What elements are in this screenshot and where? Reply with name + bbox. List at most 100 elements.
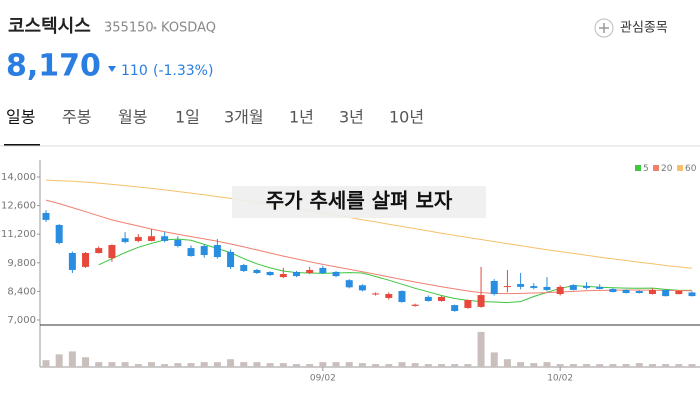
candle-body bbox=[319, 267, 327, 274]
candle-body bbox=[635, 290, 643, 294]
volume-bar bbox=[345, 362, 353, 367]
plus-circle bbox=[594, 18, 614, 38]
tab-bar: 일봉 주봉 월봉 1일 3개월 1년 3년 10년 bbox=[4, 108, 424, 146]
candle-body bbox=[213, 245, 221, 258]
volume-bar bbox=[688, 364, 696, 367]
change-rate: (-1.33%) bbox=[153, 63, 213, 79]
tab[interactable]: 월봉 bbox=[118, 108, 147, 127]
price: 8,170 bbox=[6, 49, 101, 84]
volume-bar bbox=[530, 363, 538, 367]
volume-bar bbox=[358, 363, 366, 367]
candle-body bbox=[648, 289, 656, 295]
candle-body bbox=[530, 286, 538, 288]
y-tick-label: 11,200 bbox=[1, 229, 36, 240]
volume-bar bbox=[240, 362, 248, 367]
watch-button[interactable]: 관심종목 bbox=[594, 18, 668, 38]
legend-swatch bbox=[635, 165, 641, 171]
volume-bar bbox=[424, 364, 432, 367]
tab[interactable]: 1년 bbox=[289, 108, 314, 127]
tab[interactable]: 1일 bbox=[175, 108, 200, 127]
volume-bar bbox=[42, 360, 50, 367]
candle-body bbox=[490, 280, 498, 295]
y-tick-label: 8,400 bbox=[7, 286, 36, 297]
candle-body bbox=[187, 248, 195, 257]
volume-bar bbox=[161, 364, 169, 367]
candle-body bbox=[108, 245, 116, 259]
candle-body bbox=[161, 236, 169, 241]
legend-swatch bbox=[677, 165, 683, 171]
tab[interactable]: 10년 bbox=[389, 108, 424, 127]
volume-bar bbox=[213, 362, 221, 367]
candle-body bbox=[134, 237, 142, 241]
volume-bar bbox=[451, 364, 459, 367]
market: KOSDAQ bbox=[161, 21, 216, 36]
y-tick-label: 12,600 bbox=[1, 201, 36, 212]
tab[interactable]: 일봉 bbox=[6, 108, 35, 127]
x-tick-label: 10/02 bbox=[547, 374, 573, 384]
tab-underline bbox=[4, 144, 40, 146]
legend-label: 20 bbox=[661, 164, 673, 174]
candle-body bbox=[82, 252, 90, 267]
candle-body bbox=[398, 290, 406, 303]
volume-bar bbox=[227, 359, 235, 367]
volume-bar bbox=[622, 364, 630, 367]
volume-bar bbox=[411, 363, 419, 367]
candle-body bbox=[240, 265, 248, 271]
volume-bar bbox=[477, 331, 485, 367]
volume-bar bbox=[200, 362, 208, 367]
candle-body bbox=[174, 239, 182, 247]
candle-body bbox=[266, 271, 274, 276]
volume-bar bbox=[648, 364, 656, 367]
volume-bar bbox=[556, 364, 564, 367]
candle-body bbox=[556, 286, 564, 295]
volume-bar bbox=[82, 357, 90, 367]
volume-bar bbox=[134, 364, 142, 367]
candle-body bbox=[372, 293, 380, 295]
candle-body bbox=[675, 290, 683, 295]
tab[interactable]: 주봉 bbox=[62, 108, 91, 127]
legend-swatch bbox=[653, 165, 659, 171]
candle-body bbox=[596, 286, 604, 289]
candle-body bbox=[543, 286, 551, 290]
candle-body bbox=[42, 212, 50, 220]
volume-bar bbox=[675, 364, 683, 367]
legend-label: 60 bbox=[685, 164, 697, 174]
volume-bar bbox=[319, 362, 327, 367]
candle-body bbox=[622, 289, 630, 294]
volume-bar bbox=[596, 364, 604, 367]
ma-line bbox=[98, 238, 692, 304]
candle-body bbox=[451, 305, 459, 312]
chart: 14,000 12,600 11,200 9,800 8,400 7,000 09/02 10… bbox=[1, 160, 700, 384]
candle-body bbox=[385, 294, 393, 298]
volume-bar bbox=[332, 362, 340, 367]
candle-body bbox=[477, 295, 485, 307]
tab[interactable]: 3년 bbox=[339, 108, 364, 127]
candle-body bbox=[662, 289, 670, 297]
stock-code: 355150 bbox=[104, 21, 154, 36]
candle-body bbox=[95, 248, 103, 253]
volume-bar bbox=[68, 351, 76, 367]
candle-body bbox=[332, 271, 340, 277]
y-tick-label: 9,800 bbox=[7, 258, 36, 269]
watch-label: 관심종목 bbox=[620, 21, 668, 36]
overlay-bg bbox=[232, 186, 486, 218]
candle-body bbox=[438, 296, 446, 301]
plus-icon bbox=[599, 23, 609, 33]
tab[interactable]: 3개월 bbox=[224, 108, 264, 127]
down-arrow bbox=[108, 66, 116, 72]
y-tick-label: 7,000 bbox=[7, 315, 36, 326]
candle-body bbox=[68, 252, 76, 270]
volume-bar bbox=[609, 364, 617, 367]
candle-body bbox=[517, 284, 525, 287]
change: 110 bbox=[121, 63, 148, 79]
candle-body bbox=[345, 280, 353, 288]
x-tick-label: 09/02 bbox=[310, 374, 336, 384]
volume-bar bbox=[279, 363, 287, 367]
candle-body bbox=[200, 246, 208, 256]
volume-bar bbox=[490, 352, 498, 367]
volume-bar bbox=[253, 362, 261, 367]
candle-body bbox=[464, 299, 472, 308]
volume-bar bbox=[372, 364, 380, 367]
